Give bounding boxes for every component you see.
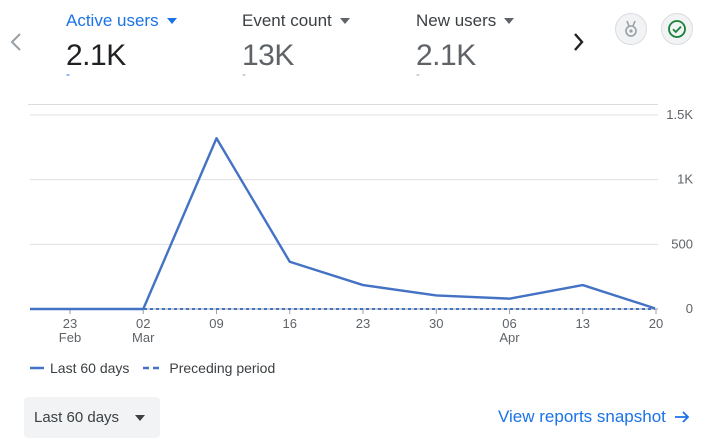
metric-value: 2.1K: [66, 39, 126, 72]
metric-tab-event-count[interactable]: Event count 13K -: [242, 10, 350, 81]
metric-value: 2.1K: [416, 39, 476, 72]
x-tick-month-label: Feb: [59, 330, 81, 345]
caret-down-icon: [339, 18, 350, 24]
metric-delta: -: [242, 67, 246, 81]
view-reports-snapshot-link[interactable]: View reports snapshot: [498, 407, 690, 427]
date-range-label: Last 60 days: [34, 409, 120, 426]
caret-down-icon: [135, 414, 146, 421]
legend-label-current: Last 60 days: [50, 360, 130, 376]
y-tick-label: 0: [686, 301, 693, 316]
y-tick-label: 1K: [677, 172, 693, 187]
chevron-right-icon[interactable]: [570, 30, 586, 59]
caret-down-icon: [504, 18, 515, 24]
legend-item-previous: Preceding period: [143, 360, 275, 376]
series-line-last-60-days: [30, 137, 656, 311]
metric-delta: -: [416, 67, 420, 81]
caret-down-icon: [166, 18, 177, 24]
x-tick-month-label: Mar: [132, 330, 155, 345]
chart-legend: Last 60 days Preceding period: [30, 360, 289, 376]
y-tick-label: 1.5K: [666, 107, 693, 122]
arrow-right-icon: [674, 411, 690, 423]
x-tick-label: 20: [649, 316, 663, 331]
legend-dashed-line-icon: [143, 366, 164, 370]
insights-badge-icon[interactable]: [615, 13, 647, 45]
metric-tab-new-users[interactable]: New users 2.1K -: [416, 10, 515, 81]
check-circle-icon[interactable]: [661, 13, 693, 45]
x-tick-label: 23: [356, 316, 370, 331]
metric-label: Event count: [242, 11, 332, 30]
snapshot-link-label: View reports snapshot: [498, 407, 666, 426]
x-tick-label: 02: [136, 316, 150, 331]
metric-tab-active-users[interactable]: Active users 2.1K -: [66, 10, 177, 81]
legend-label-previous: Preceding period: [169, 360, 276, 376]
legend-item-current: Last 60 days: [30, 360, 129, 376]
x-tick-month-label: Apr: [499, 330, 520, 345]
x-tick-label: 16: [283, 316, 297, 331]
x-tick-label: 09: [209, 316, 223, 331]
x-tick-label: 13: [576, 316, 590, 331]
metric-value: 13K: [242, 39, 294, 72]
y-tick-label: 500: [671, 236, 693, 251]
metric-label: New users: [416, 11, 497, 30]
x-tick-label: 06: [502, 316, 516, 331]
chevron-left-icon[interactable]: [8, 30, 24, 59]
x-tick-label: 30: [429, 316, 443, 331]
metric-label: Active users: [66, 11, 159, 30]
metric-delta: -: [66, 67, 70, 81]
date-range-dropdown[interactable]: Last 60 days: [24, 397, 160, 438]
x-tick-label: 23: [63, 316, 77, 331]
legend-solid-line-icon: [30, 366, 44, 370]
header-divider: [28, 104, 658, 105]
